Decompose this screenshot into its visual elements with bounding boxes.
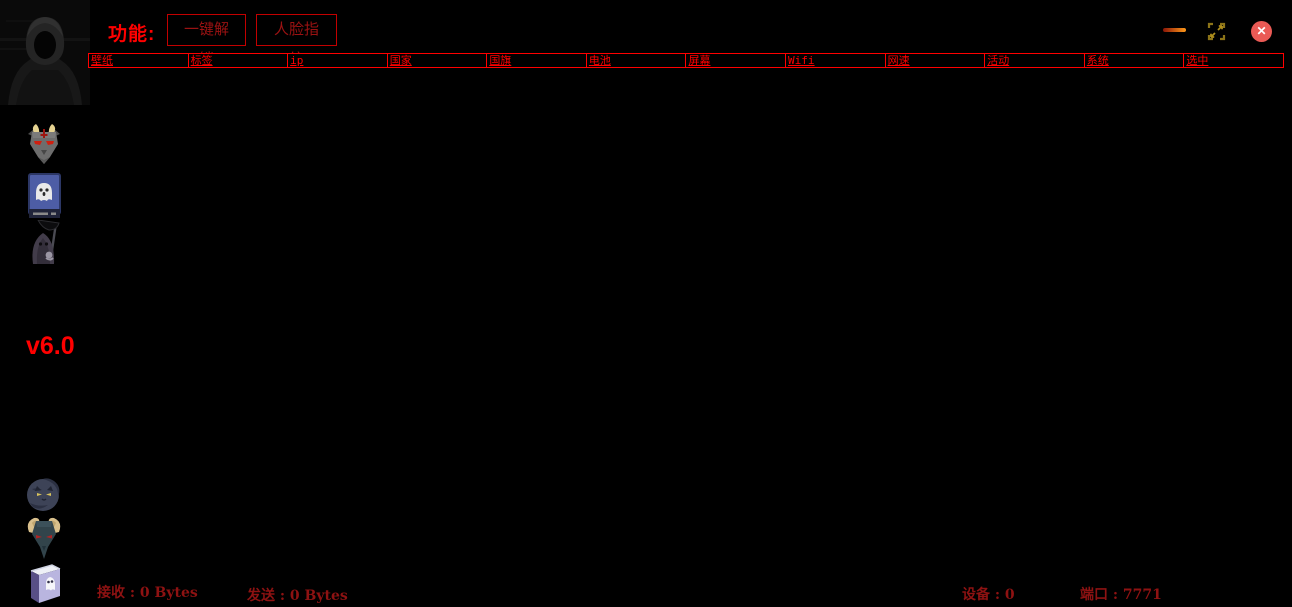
column-header-flag[interactable]: 国旗 xyxy=(487,54,587,67)
functions-label: 功能: xyxy=(108,24,156,45)
one-click-unlock-button[interactable]: 一键解锁 xyxy=(167,14,246,68)
close-button[interactable]: ✕ xyxy=(1251,21,1272,42)
column-header-activity[interactable]: 活动 xyxy=(985,54,1085,67)
column-header-battery[interactable]: 电池 xyxy=(587,54,687,67)
status-port: 端口 : 7771 xyxy=(1080,587,1162,603)
column-header-system[interactable]: 系统 xyxy=(1085,54,1185,67)
demon-head-icon[interactable] xyxy=(26,124,62,164)
device-table-header: 壁纸 标签 ip 国家 国旗 电池 屏幕 Wifi 网速 活动 系统 选中 xyxy=(88,53,1284,68)
version-label: v6.0 xyxy=(26,332,75,360)
ghost-book-purple-icon[interactable] xyxy=(24,563,64,605)
hooded-hacker-image xyxy=(0,0,90,105)
column-header-screen[interactable]: 屏幕 xyxy=(686,54,787,67)
moon-cat-icon[interactable] xyxy=(26,477,62,513)
status-devices: 设备 : 0 xyxy=(962,587,1015,603)
ghost-book-blue-icon[interactable] xyxy=(26,173,62,219)
column-header-country[interactable]: 国家 xyxy=(388,54,488,67)
status-received: 接收 : 0 Bytes xyxy=(97,585,198,601)
column-header-ip[interactable]: ip xyxy=(288,54,388,67)
face-fingerprint-button[interactable]: 人脸指纹 xyxy=(256,14,337,68)
goat-head-icon[interactable] xyxy=(26,517,62,559)
column-header-netspeed[interactable]: 网速 xyxy=(886,54,986,67)
column-header-selected[interactable]: 选中 xyxy=(1186,54,1209,67)
status-sent: 发送 : 0 Bytes xyxy=(247,588,348,604)
column-header-wifi[interactable]: Wifi xyxy=(786,54,886,67)
maximize-button[interactable] xyxy=(1206,21,1227,42)
column-header-tag[interactable]: 标签 xyxy=(189,54,289,67)
minimize-button[interactable] xyxy=(1163,28,1186,32)
grim-reaper-icon[interactable] xyxy=(26,220,62,264)
column-header-wallpaper[interactable]: 壁纸 xyxy=(89,54,189,67)
